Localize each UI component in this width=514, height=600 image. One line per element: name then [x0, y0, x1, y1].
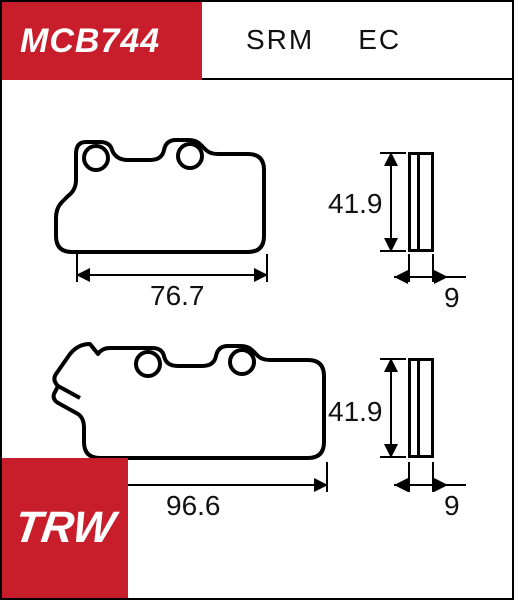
bottom-pad-side [408, 358, 434, 458]
top-pad-side [408, 152, 434, 252]
dim-line-top-height [390, 152, 392, 252]
brand-text: TRW [12, 503, 118, 553]
dim-top-height: 41.9 [328, 188, 383, 220]
part-number: MCB744 [20, 22, 160, 61]
dim-top-thickness: 9 [444, 282, 460, 314]
dim-line-top-width [76, 274, 266, 276]
dim-line-bot-height [390, 358, 392, 458]
variant-1: SRM [246, 24, 314, 56]
part-number-banner: MCB744 [2, 2, 202, 80]
dim-bot-height: 41.9 [328, 396, 383, 428]
variant-2: EC [358, 24, 401, 56]
spec-card: MCB744 SRM EC 76.7 [0, 0, 514, 600]
dim-top-width: 76.7 [150, 280, 205, 312]
dim-bot-width: 96.6 [166, 490, 221, 522]
dim-bot-thickness: 9 [444, 490, 460, 522]
variant-row: SRM EC [202, 2, 512, 80]
header: MCB744 SRM EC [2, 2, 512, 80]
brand-logo: TRW [2, 458, 128, 598]
top-pad-front [50, 132, 270, 262]
bottom-pad-front [50, 338, 330, 468]
